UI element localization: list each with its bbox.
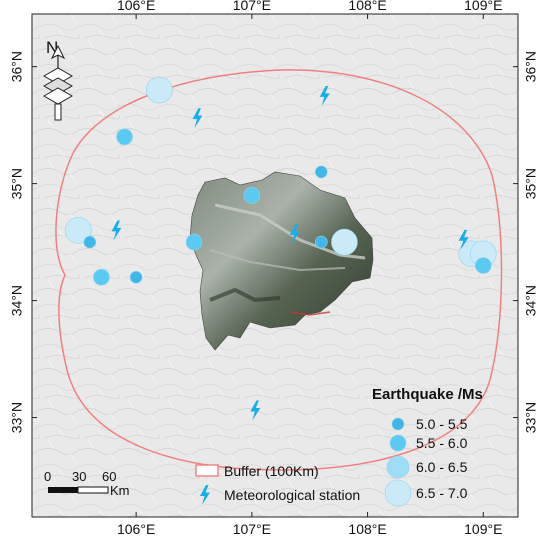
earthquake-legend-title: Earthquake /Ms — [372, 386, 483, 403]
earthquake-point-3 — [243, 187, 261, 204]
earthquake-point-8 — [331, 228, 358, 256]
x-tick-label-top-0: 106°E — [117, 0, 155, 13]
y-tick-label-left-1: 35°N — [9, 168, 25, 199]
earthquake-point-2 — [314, 165, 328, 179]
earthquake-point-6 — [185, 233, 203, 251]
earthquake-legend: Earthquake /Ms 5.0 - 5.5 5.5 - 6.0 6.0 - 6… — [372, 386, 483, 507]
earthquake-point-10 — [129, 270, 143, 284]
y-tick-label-right-0: 36°N — [523, 51, 539, 82]
y-tick-label-right-3: 33°N — [523, 402, 539, 433]
buffer-legend-swatch — [195, 464, 219, 477]
earthquake-point-5 — [83, 235, 97, 249]
study-region — [189, 171, 374, 351]
y-tick-label-left-3: 33°N — [9, 402, 25, 433]
scale-bar: 0 30 60 Km — [44, 469, 130, 498]
y-tick-label-right-1: 35°N — [523, 168, 539, 199]
quake-legend-label-0: 5.0 - 5.5 — [416, 416, 468, 432]
scale-tick-60: 60 — [102, 469, 116, 484]
buffer-legend-label: Buffer (100Km) — [224, 463, 319, 479]
quake-legend-label-3: 6.5 - 7.0 — [416, 485, 468, 501]
y-tick-label-left-0: 36°N — [9, 51, 25, 82]
earthquake-point-0 — [145, 76, 173, 104]
x-tick-label-bottom-3: 109°E — [464, 521, 502, 537]
buffer-outline — [55, 69, 503, 471]
earthquake-point-7 — [314, 235, 328, 249]
quake-legend-symbol-2 — [386, 455, 410, 479]
scale-unit: Km — [110, 483, 130, 498]
earthquake-layer — [64, 76, 497, 286]
y-tick-label-right-2: 34°N — [523, 285, 539, 316]
scale-tick-0: 0 — [44, 469, 51, 484]
quake-legend-symbol-0 — [391, 417, 405, 431]
map-legend: Buffer (100Km) Meteorological station — [195, 463, 360, 505]
earthquake-point-13 — [474, 257, 492, 274]
station-legend-label: Meteorological station — [224, 487, 360, 503]
quake-legend-symbol-1 — [389, 434, 407, 452]
scale-tick-30: 30 — [72, 469, 86, 484]
x-tick-label-bottom-1: 107°E — [233, 521, 271, 537]
quake-legend-label-1: 5.5 - 6.0 — [416, 435, 468, 451]
north-arrow: N — [42, 38, 74, 121]
earthquake-point-9 — [93, 268, 110, 286]
x-tick-label-bottom-0: 106°E — [117, 521, 155, 537]
earthquake-point-4 — [64, 217, 92, 244]
x-tick-label-bottom-2: 108°E — [348, 521, 386, 537]
earthquake-point-1 — [116, 128, 133, 146]
x-tick-label-top-3: 109°E — [464, 0, 502, 13]
x-tick-label-top-2: 108°E — [348, 0, 386, 13]
x-tick-label-top-1: 107°E — [233, 0, 271, 13]
quake-legend-symbol-3 — [384, 479, 412, 507]
y-tick-label-left-2: 34°N — [9, 285, 25, 316]
map-frame — [31, 13, 519, 518]
axis-ticks: 106°E 106°E 107°E 107°E 108°E 108°E 109°E 109°E… — [9, 0, 539, 537]
quake-legend-label-2: 6.0 - 6.5 — [416, 459, 468, 475]
